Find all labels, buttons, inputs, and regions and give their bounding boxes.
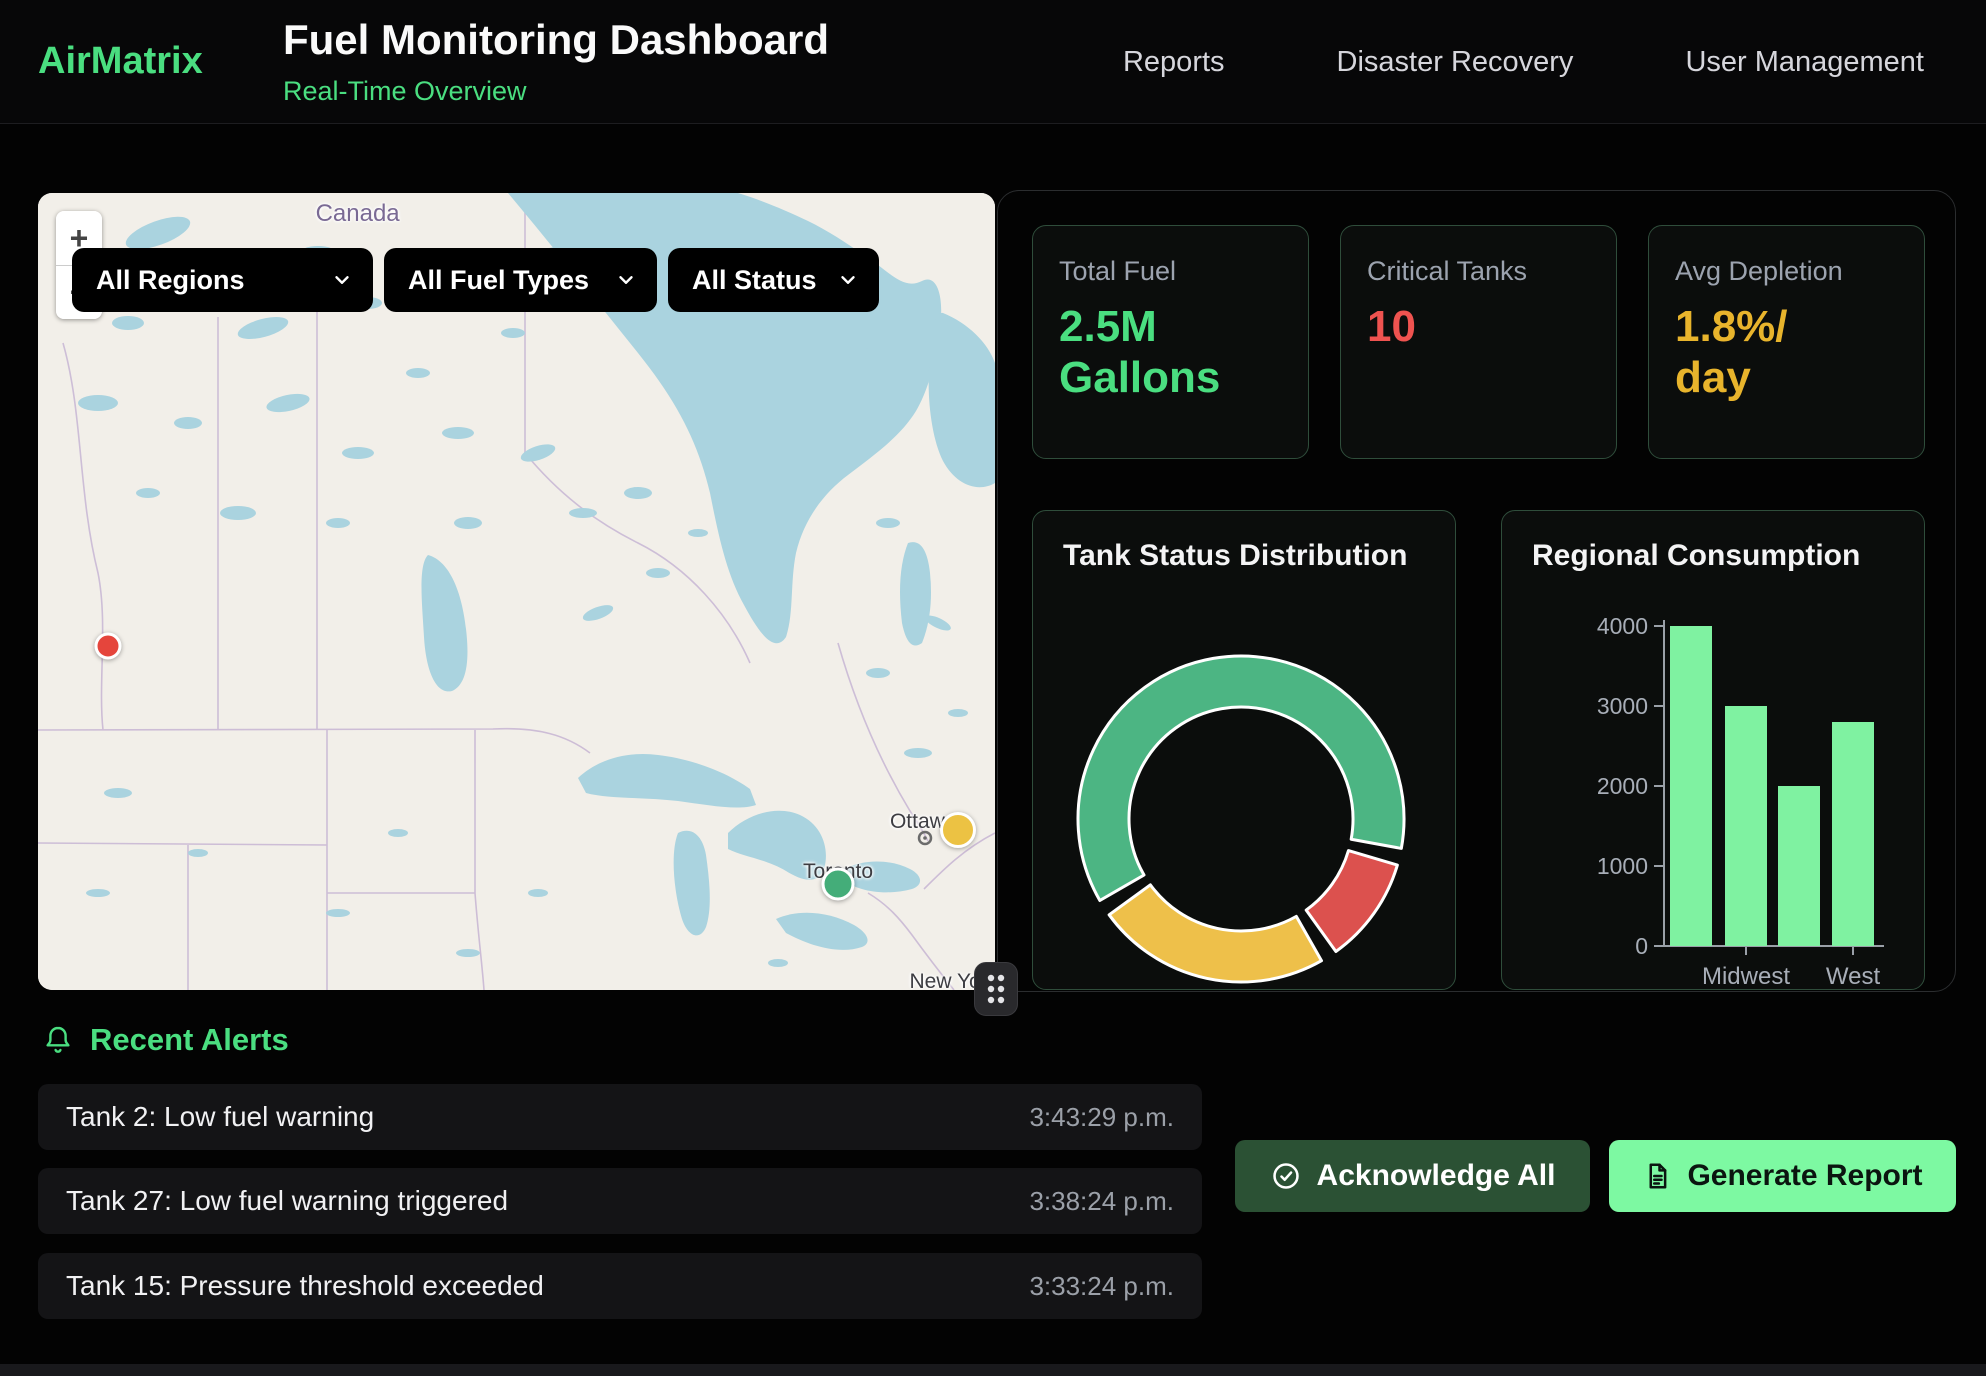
bottom-bar: [0, 1364, 1986, 1376]
alert-message: Tank 15: Pressure threshold exceeded: [66, 1270, 544, 1302]
charts-row: Tank Status Distribution Regional Consum…: [1032, 510, 1925, 990]
map-label-canada: Canada: [316, 200, 400, 228]
y-tick-label: 4000: [1597, 613, 1648, 639]
alerts-title: Recent Alerts: [90, 1022, 289, 1058]
acknowledge-all-label: Acknowledge All: [1317, 1159, 1556, 1193]
filter-selected-value: All Regions: [96, 265, 245, 296]
chevron-down-icon: [331, 269, 353, 291]
stat-value: 2.5M Gallons: [1059, 301, 1282, 403]
stat-card-critical-tanks: Critical Tanks 10: [1340, 225, 1617, 459]
x-tick-label: West: [1826, 963, 1881, 990]
dashboard-app: AirMatrix Fuel Monitoring Dashboard Real…: [0, 0, 1986, 1376]
filter-dropdown-all-status[interactable]: All Status: [668, 248, 879, 312]
chart-title: Tank Status Distribution: [1063, 539, 1407, 573]
x-tick-label: Midwest: [1702, 963, 1790, 990]
tank-status-chart-card: Tank Status Distribution: [1032, 510, 1456, 990]
bar-3: [1832, 722, 1874, 946]
page-subtitle: Real-Time Overview: [283, 76, 527, 107]
stat-value: 1.8%/ day: [1675, 301, 1898, 403]
bar-0: [1670, 626, 1712, 946]
chevron-down-icon: [837, 269, 859, 291]
filter-selected-value: All Status: [692, 265, 817, 296]
stat-card-total-fuel: Total Fuel 2.5M Gallons: [1032, 225, 1309, 459]
grip-dots-icon: [983, 970, 1009, 1008]
stat-value: 10: [1367, 301, 1590, 352]
generate-report-button[interactable]: Generate Report: [1609, 1140, 1956, 1212]
brand-logo: AirMatrix: [38, 40, 203, 83]
nav-item-user-management[interactable]: User Management: [1685, 46, 1924, 79]
chart-title: Regional Consumption: [1532, 539, 1860, 573]
tank-marker-critical[interactable]: [94, 632, 121, 659]
tank-status-donut-chart: [1033, 511, 1456, 990]
map-filters: All Regions All Fuel Types All Status: [72, 248, 879, 312]
acknowledge-all-button[interactable]: Acknowledge All: [1235, 1140, 1590, 1212]
report-document-icon: [1642, 1161, 1672, 1191]
stat-label: Total Fuel: [1059, 256, 1282, 287]
filter-dropdown-all-regions[interactable]: All Regions: [72, 248, 373, 312]
alert-timestamp: 3:43:29 p.m.: [1029, 1102, 1174, 1133]
stat-cards: Total Fuel 2.5M Gallons Critical Tanks 10 Av…: [1032, 225, 1925, 459]
alert-row[interactable]: Tank 15: Pressure threshold exceeded 3:33…: [38, 1253, 1202, 1319]
regional-consumption-bar-chart: 0 1000 2000 3000 4000 Midwest West: [1502, 511, 1925, 990]
bar-1: [1725, 706, 1767, 946]
alert-row[interactable]: Tank 2: Low fuel warning 3:43:29 p.m.: [38, 1084, 1202, 1150]
map-canvas[interactable]: + − All RegionsAll Fuel TypesAll Status …: [38, 193, 995, 990]
nav-item-reports[interactable]: Reports: [1123, 46, 1225, 79]
y-tick-label: 0: [1635, 933, 1648, 959]
bar-2: [1778, 786, 1820, 946]
tank-marker-warning[interactable]: [940, 812, 976, 848]
chevron-down-icon: [615, 269, 637, 291]
metrics-panel: Total Fuel 2.5M Gallons Critical Tanks 10 Av…: [997, 190, 1956, 992]
filter-dropdown-all-fuel-types[interactable]: All Fuel Types: [384, 248, 657, 312]
y-tick-label: 3000: [1597, 693, 1648, 719]
nav-item-disaster-recovery[interactable]: Disaster Recovery: [1337, 46, 1574, 79]
alerts-header: Recent Alerts: [42, 1022, 289, 1058]
y-tick-label: 1000: [1597, 853, 1648, 879]
generate-report-label: Generate Report: [1687, 1159, 1922, 1193]
alert-message: Tank 2: Low fuel warning: [66, 1101, 374, 1133]
page-title: Fuel Monitoring Dashboard: [283, 16, 829, 64]
regional-consumption-chart-card: Regional Consumption 0 1000 2000 3000 4000 Mi…: [1501, 510, 1925, 990]
alert-timestamp: 3:33:24 p.m.: [1029, 1271, 1174, 1302]
check-circle-icon: [1270, 1160, 1302, 1192]
stat-card-avg-depletion: Avg Depletion 1.8%/ day: [1648, 225, 1925, 459]
donut-segment-warning: [1109, 885, 1321, 982]
bell-icon: [42, 1024, 74, 1056]
resize-grip-handle[interactable]: [974, 962, 1018, 1016]
tank-marker-normal[interactable]: [822, 867, 855, 900]
y-tick-label: 2000: [1597, 773, 1648, 799]
alert-timestamp: 3:38:24 p.m.: [1029, 1186, 1174, 1217]
stat-label: Avg Depletion: [1675, 256, 1898, 287]
donut-segment-critical: [1306, 851, 1397, 952]
main-nav: Reports Disaster Recovery User Management: [1123, 0, 1924, 124]
filter-selected-value: All Fuel Types: [408, 265, 589, 296]
stat-label: Critical Tanks: [1367, 256, 1590, 287]
alert-message: Tank 27: Low fuel warning triggered: [66, 1185, 508, 1217]
header: AirMatrix Fuel Monitoring Dashboard Real…: [0, 0, 1986, 124]
alert-row[interactable]: Tank 27: Low fuel warning triggered 3:38:…: [38, 1168, 1202, 1234]
